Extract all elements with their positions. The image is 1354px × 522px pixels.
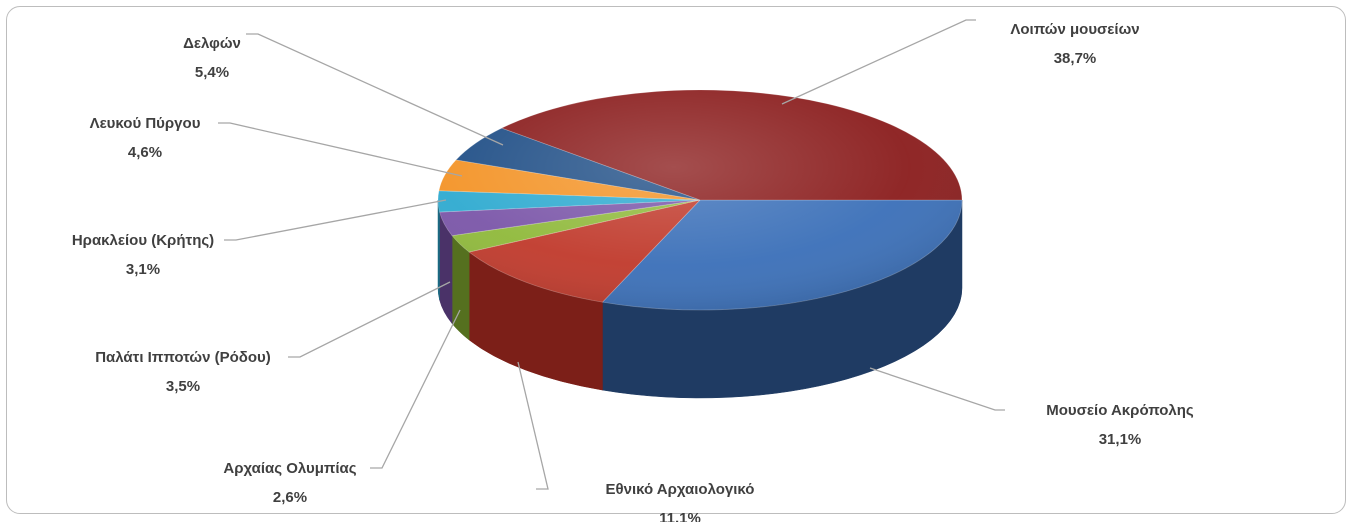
slice-name-label: Δελφών xyxy=(183,35,241,52)
slice-value-label: 3,5% xyxy=(166,378,200,395)
slice-value-label: 3,1% xyxy=(126,261,160,278)
leader-line xyxy=(869,367,1005,411)
slice-side xyxy=(437,199,440,301)
leader-line xyxy=(517,361,549,490)
slice-value-label: 5,4% xyxy=(195,64,229,81)
slice-name-label: Εθνικό Αρχαιολογικό xyxy=(606,481,755,498)
slice-side xyxy=(451,234,470,341)
slice-value-label: 4,6% xyxy=(128,144,162,161)
slice-value-label: 31,1% xyxy=(1099,431,1142,448)
slice-value-label: 11,1% xyxy=(659,510,701,522)
slice-name-label: Μουσείο Ακρόπολης xyxy=(1046,402,1194,419)
leader-line xyxy=(370,309,461,469)
leader-line xyxy=(781,19,976,105)
pie-slices xyxy=(437,89,963,311)
pie-gloss xyxy=(438,90,962,310)
slice-name-label: Λευκού Πύργου xyxy=(90,115,201,132)
slice-name-label: Παλάτι Ιπποτών (Ρόδου) xyxy=(95,349,271,366)
slice-name-label: Αρχαίας Ολυμπίας xyxy=(223,460,356,477)
leader-line xyxy=(288,281,451,358)
slice-labels: Μουσείο Ακρόπολης 31,1% Εθνικό Αρχαιολογικ… xyxy=(72,21,1194,522)
leader-line xyxy=(246,33,504,146)
leader-lines xyxy=(218,19,1005,490)
slice-name-label: Ηρακλείου (Κρήτης) xyxy=(72,232,214,249)
leader-line xyxy=(224,199,447,241)
leader-line xyxy=(218,122,463,177)
slice-value-label: 2,6% xyxy=(273,489,307,506)
slice-name-label: Λοιπών μουσείων xyxy=(1010,21,1139,38)
slice-value-label: 38,7% xyxy=(1054,50,1097,67)
chart-frame xyxy=(6,6,1346,514)
